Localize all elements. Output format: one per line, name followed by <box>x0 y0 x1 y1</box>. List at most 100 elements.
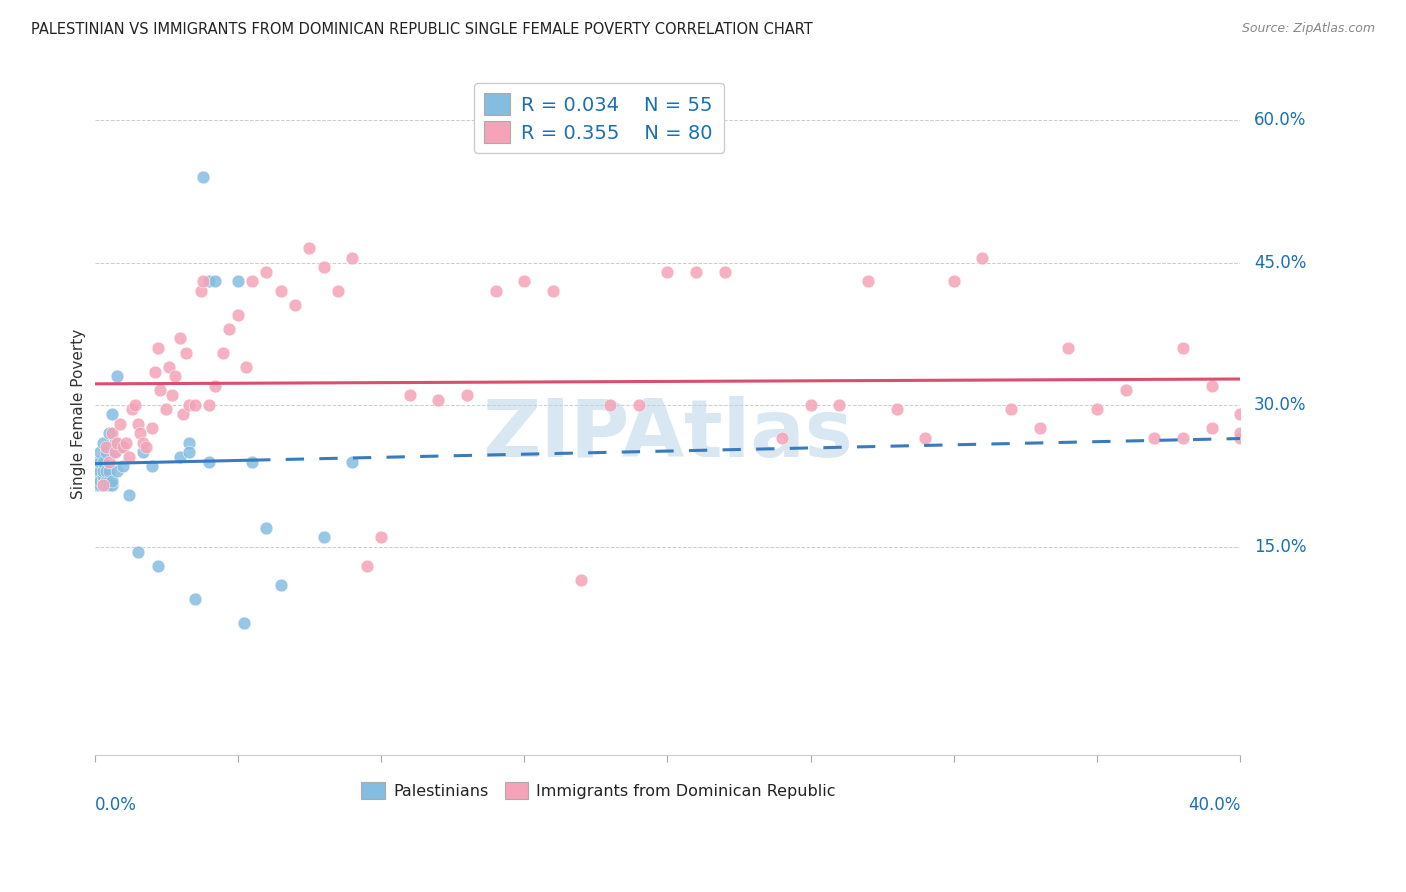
Point <box>100 478 122 492</box>
Text: 30.0%: 30.0% <box>1254 396 1306 414</box>
Point <box>141 459 163 474</box>
Point <box>132 445 155 459</box>
Legend: Palestinians, Immigrants from Dominican Republic: Palestinians, Immigrants from Dominican … <box>354 775 842 805</box>
Point <box>97 454 120 468</box>
Point <box>235 359 257 374</box>
Point <box>89 478 111 492</box>
Point <box>169 450 191 464</box>
Point <box>284 298 307 312</box>
Point <box>121 402 143 417</box>
Point <box>1115 384 1137 398</box>
Point <box>657 265 679 279</box>
Point <box>240 454 263 468</box>
Point <box>86 454 108 468</box>
Point <box>270 578 292 592</box>
Point <box>513 275 536 289</box>
Point <box>914 431 936 445</box>
Point <box>484 284 506 298</box>
Point <box>599 398 621 412</box>
Point <box>118 488 141 502</box>
Point <box>240 275 263 289</box>
Point <box>972 251 994 265</box>
Point <box>107 369 129 384</box>
Point <box>100 426 122 441</box>
Point <box>174 345 197 359</box>
Point <box>141 421 163 435</box>
Point <box>270 284 292 298</box>
Point <box>160 388 183 402</box>
Point <box>254 265 277 279</box>
Point <box>856 275 879 289</box>
Point <box>828 398 851 412</box>
Point <box>91 454 114 468</box>
Point <box>89 445 111 459</box>
Point <box>91 478 114 492</box>
Point <box>94 440 117 454</box>
Point <box>97 464 120 478</box>
Point <box>110 417 132 431</box>
Text: Source: ZipAtlas.com: Source: ZipAtlas.com <box>1241 22 1375 36</box>
Point <box>135 440 157 454</box>
Point <box>104 445 127 459</box>
Point <box>91 435 114 450</box>
Point <box>254 521 277 535</box>
Point <box>112 440 135 454</box>
Point <box>129 426 152 441</box>
Point <box>356 558 378 573</box>
Point <box>110 440 132 454</box>
Point <box>342 251 364 265</box>
Point <box>456 388 478 402</box>
Point <box>198 454 221 468</box>
Point <box>370 530 392 544</box>
Point <box>800 398 823 412</box>
Point <box>127 417 149 431</box>
Point <box>571 573 593 587</box>
Point <box>312 260 335 275</box>
Text: 40.0%: 40.0% <box>1188 797 1240 814</box>
Point <box>204 275 226 289</box>
Point <box>1171 431 1194 445</box>
Text: 0.0%: 0.0% <box>94 797 136 814</box>
Point <box>212 345 235 359</box>
Point <box>627 398 650 412</box>
Point <box>146 341 169 355</box>
Point <box>155 402 177 417</box>
Point <box>198 275 221 289</box>
Point <box>1000 402 1022 417</box>
Point <box>184 591 207 606</box>
Text: ZIPAtlas: ZIPAtlas <box>482 396 853 474</box>
Point <box>190 284 212 298</box>
Point <box>942 275 965 289</box>
Point <box>1229 426 1251 441</box>
Text: 45.0%: 45.0% <box>1254 253 1306 271</box>
Point <box>86 464 108 478</box>
Point <box>104 445 127 459</box>
Point <box>427 392 450 407</box>
Point <box>1085 402 1108 417</box>
Point <box>177 445 200 459</box>
Point <box>97 478 120 492</box>
Point <box>107 464 129 478</box>
Point <box>100 407 122 421</box>
Point <box>193 170 215 185</box>
Point <box>97 474 120 488</box>
Point <box>115 435 138 450</box>
Point <box>541 284 564 298</box>
Point <box>86 459 108 474</box>
Point <box>342 454 364 468</box>
Point <box>146 558 169 573</box>
Point <box>118 450 141 464</box>
Point <box>89 454 111 468</box>
Point <box>107 435 129 450</box>
Point <box>100 474 122 488</box>
Point <box>1201 378 1223 392</box>
Point <box>1229 431 1251 445</box>
Point <box>713 265 735 279</box>
Point <box>94 445 117 459</box>
Point <box>89 464 111 478</box>
Point <box>298 241 321 255</box>
Text: PALESTINIAN VS IMMIGRANTS FROM DOMINICAN REPUBLIC SINGLE FEMALE POVERTY CORRELAT: PALESTINIAN VS IMMIGRANTS FROM DOMINICAN… <box>31 22 813 37</box>
Point <box>86 478 108 492</box>
Text: 60.0%: 60.0% <box>1254 112 1306 129</box>
Point <box>169 331 191 345</box>
